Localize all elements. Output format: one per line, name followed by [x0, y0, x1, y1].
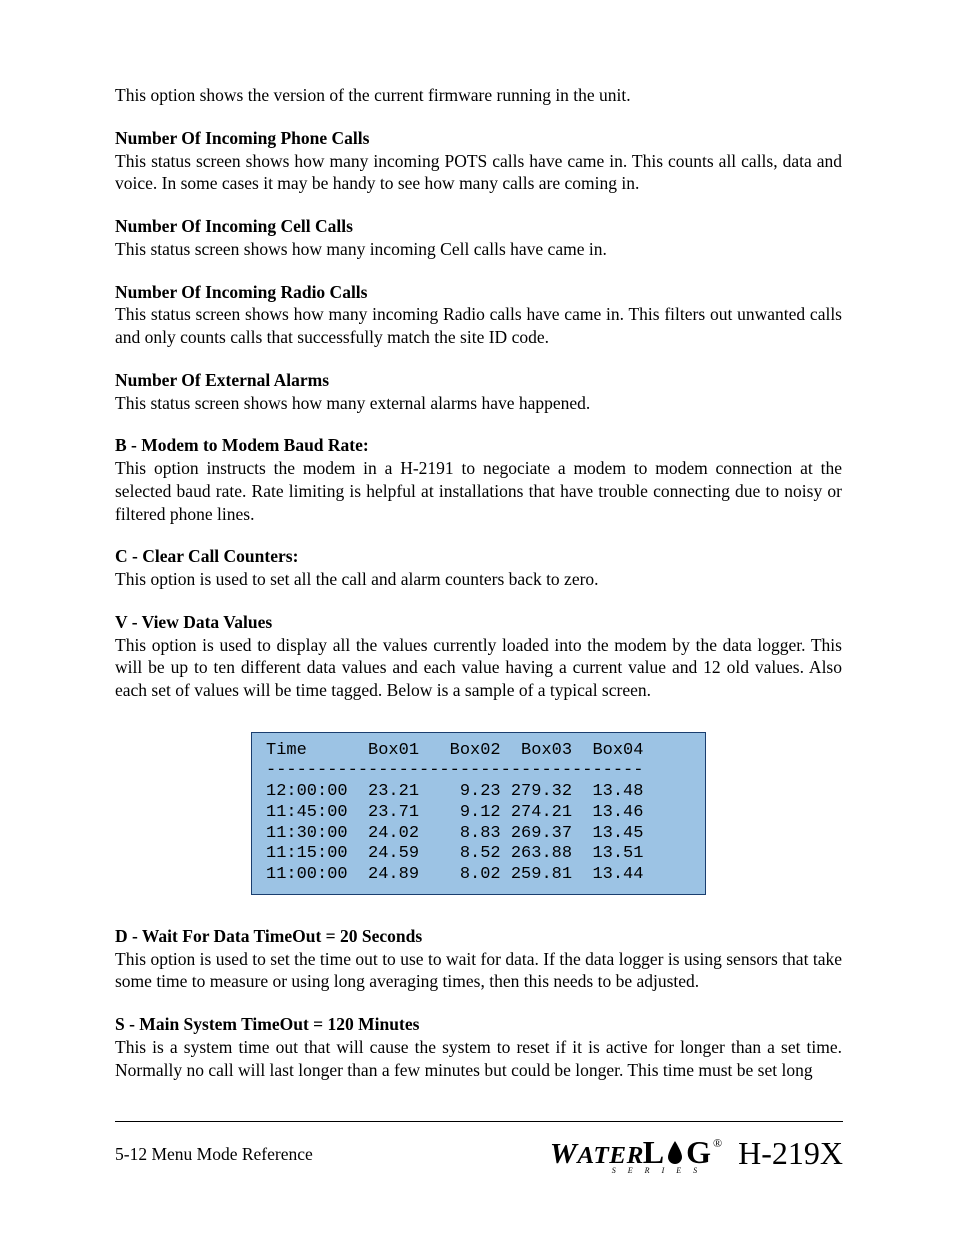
section-body: This option instructs the modem in a H-2…	[115, 457, 842, 525]
doc-section: Number Of Incoming Radio CallsThis statu…	[115, 281, 842, 349]
section-heading: V - View Data Values	[115, 611, 842, 634]
section-heading: S - Main System TimeOut = 120 Minutes	[115, 1013, 842, 1036]
section-heading: B - Modem to Modem Baud Rate:	[115, 434, 842, 457]
waterlog-logo: WATERLG® S E R I E S	[552, 1136, 720, 1175]
section-heading: Number Of Incoming Radio Calls	[115, 281, 842, 304]
section-heading: Number Of Incoming Phone Calls	[115, 127, 842, 150]
doc-section: V - View Data ValuesThis option is used …	[115, 611, 842, 702]
section-heading: Number Of External Alarms	[115, 369, 842, 392]
section-heading: D - Wait For Data TimeOut = 20 Seconds	[115, 925, 842, 948]
footer-rule	[115, 1121, 843, 1122]
section-body: This option is used to set the time out …	[115, 948, 842, 994]
section-heading: C - Clear Call Counters:	[115, 545, 842, 568]
section-body: This status screen shows how many incomi…	[115, 238, 842, 261]
section-body: This status screen shows how many incomi…	[115, 150, 842, 196]
section-body: This status screen shows how many extern…	[115, 392, 842, 415]
section-heading: Number Of Incoming Cell Calls	[115, 215, 842, 238]
page-footer: 5-12 Menu Mode Reference WATERLG® S E R …	[115, 1133, 843, 1175]
doc-section: B - Modem to Modem Baud Rate:This option…	[115, 434, 842, 525]
section-body: This status screen shows how many incomi…	[115, 303, 842, 349]
logo-log-text: LG	[643, 1136, 711, 1168]
footer-left-text: 5-12 Menu Mode Reference	[115, 1143, 313, 1166]
intro-text: This option shows the version of the cur…	[115, 84, 842, 107]
doc-section: C - Clear Call Counters:This option is u…	[115, 545, 842, 591]
section-body: This option is used to set all the call …	[115, 568, 842, 591]
registered-icon: ®	[713, 1137, 722, 1149]
section-body: This option is used to display all the v…	[115, 634, 842, 702]
doc-section: D - Wait For Data TimeOut = 20 SecondsTh…	[115, 925, 842, 993]
model-number: H-219X	[738, 1133, 843, 1175]
doc-section: Number Of Incoming Cell CallsThis status…	[115, 215, 842, 261]
doc-section: Number Of External AlarmsThis status scr…	[115, 369, 842, 415]
doc-section: S - Main System TimeOut = 120 MinutesThi…	[115, 1013, 842, 1081]
data-sample-table: Time Box01 Box02 Box03 Box04 -----------…	[251, 732, 706, 895]
section-body: This is a system time out that will caus…	[115, 1036, 842, 1082]
logo-water-text: WATER	[550, 1140, 644, 1169]
drop-icon	[665, 1139, 685, 1171]
doc-section: Number Of Incoming Phone CallsThis statu…	[115, 127, 842, 195]
